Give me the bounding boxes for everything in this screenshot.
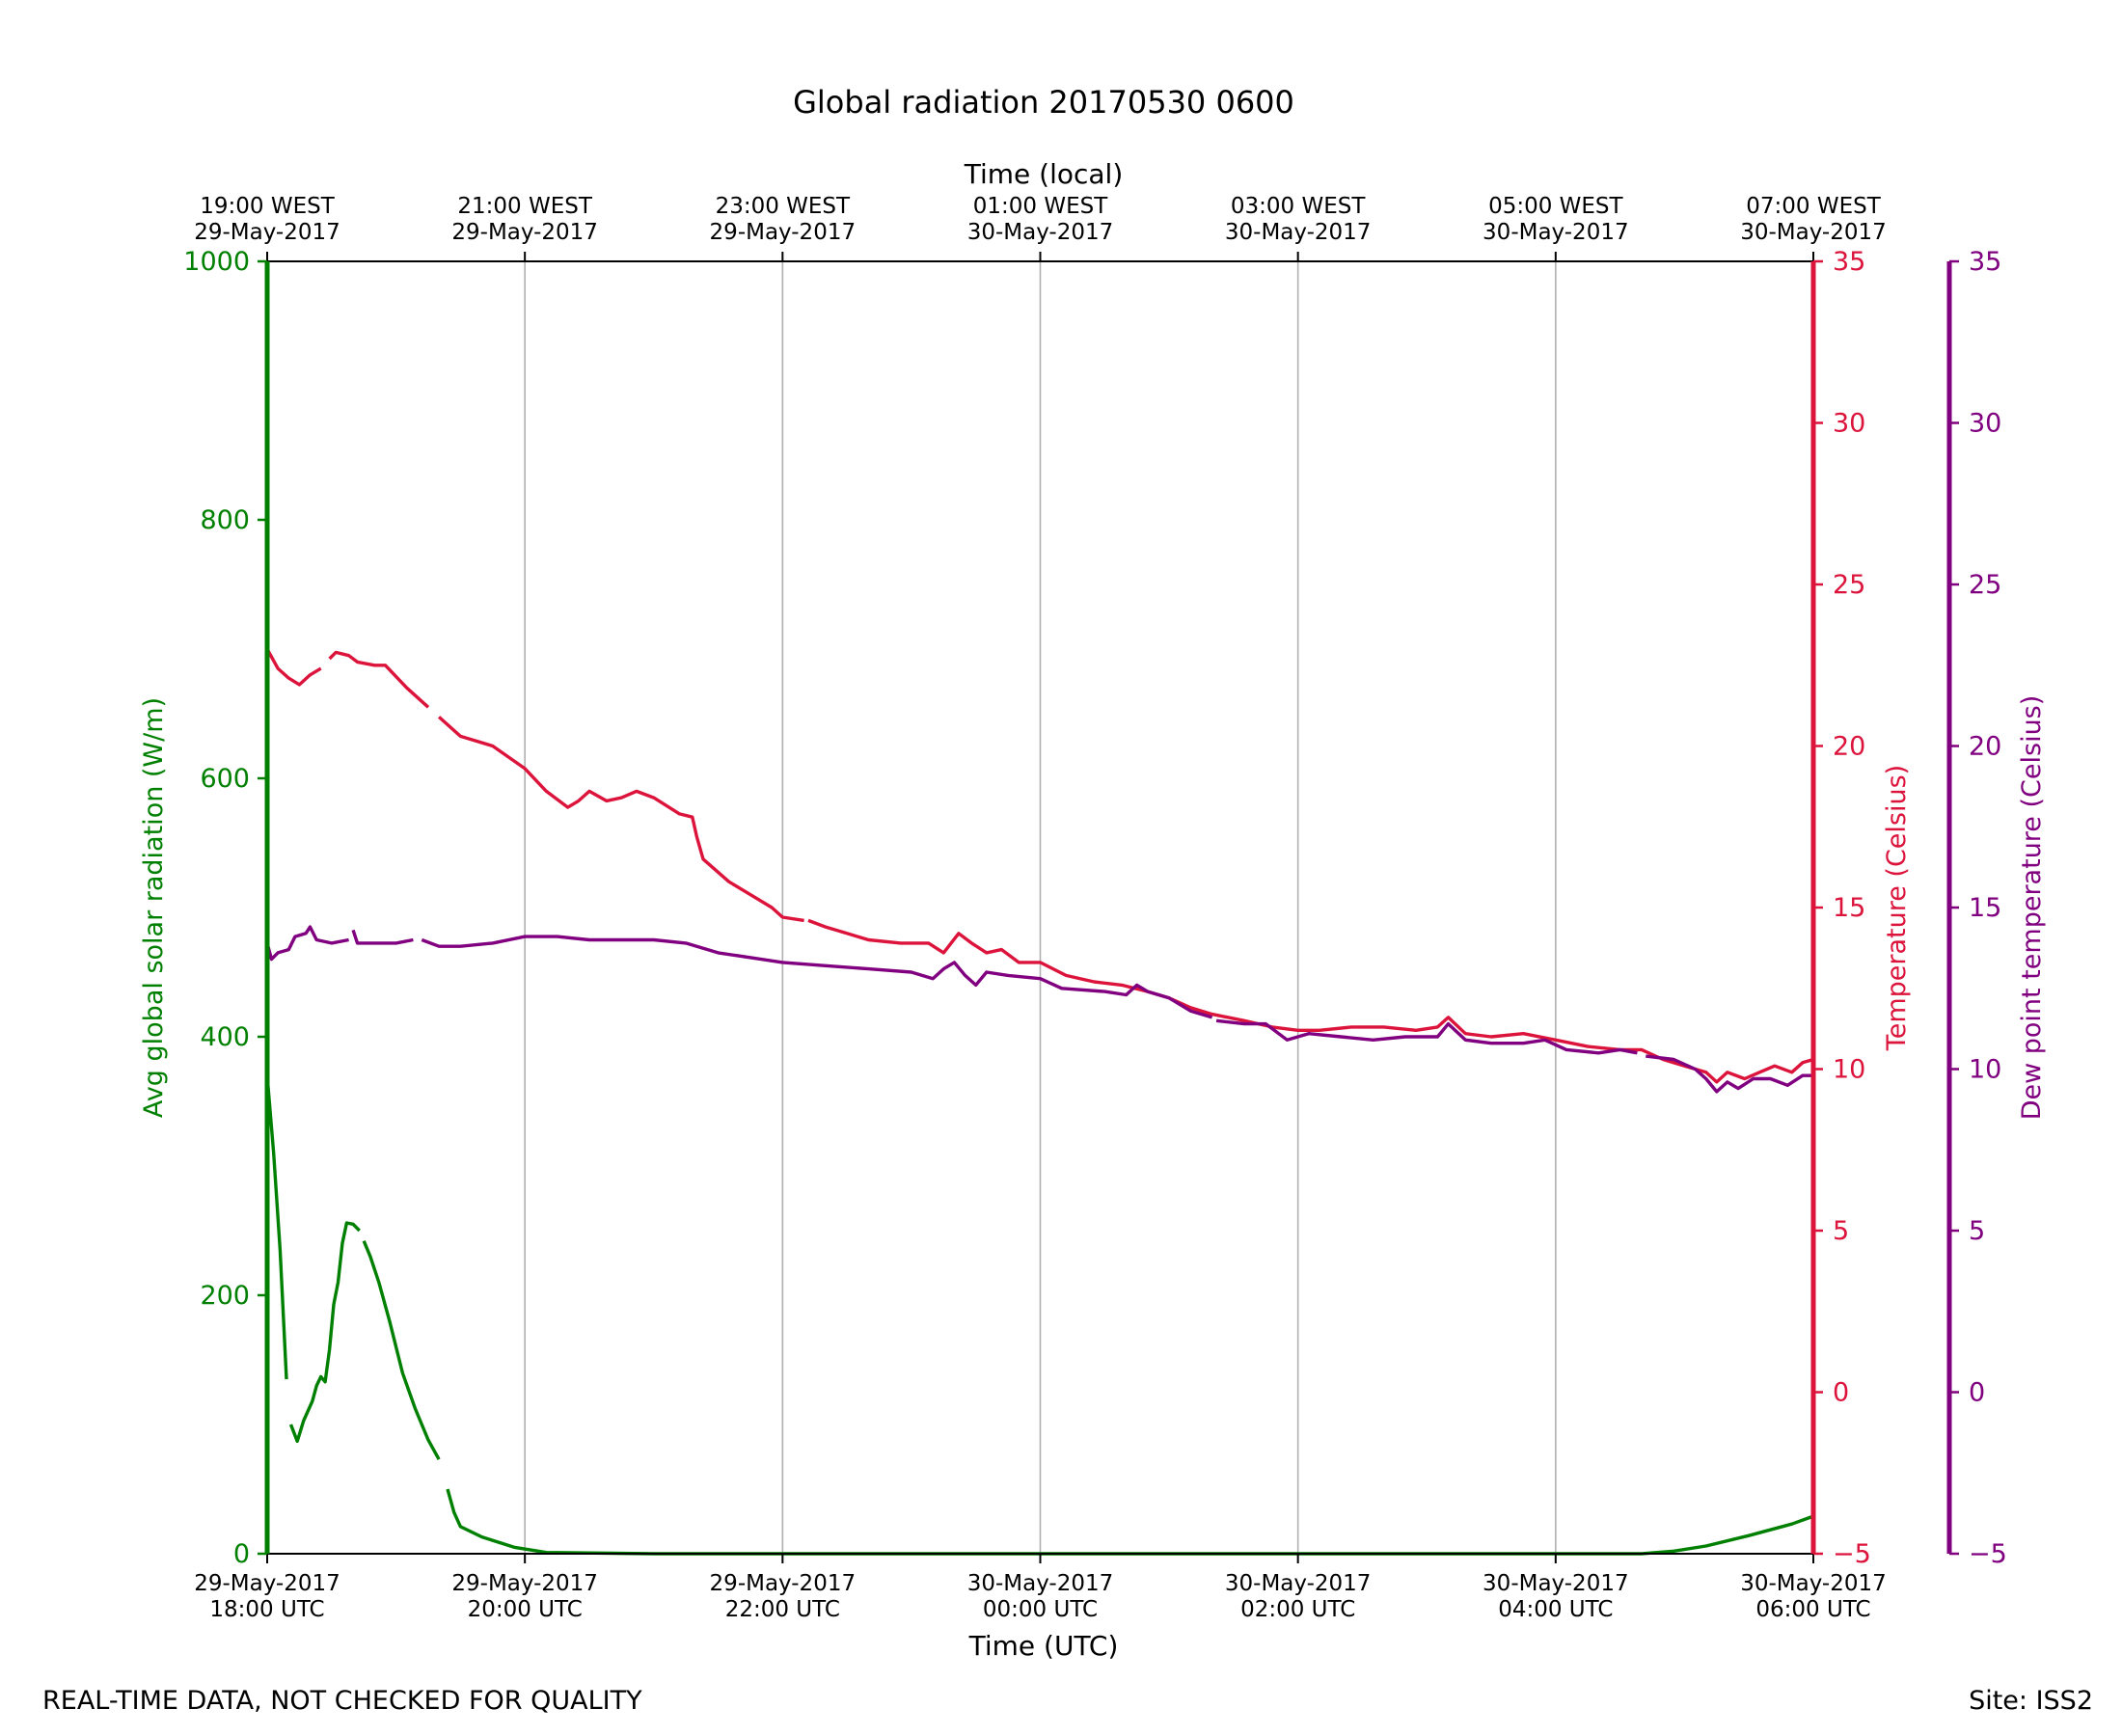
x-tick-label-top: 30-May-2017 <box>1483 220 1629 245</box>
x-tick-label-top: 29-May-2017 <box>451 220 598 245</box>
temperature-axis-tick-label: 20 <box>1833 732 1865 762</box>
x-tick-label-top: 03:00 WEST <box>1231 194 1366 219</box>
series-line-temperature <box>328 650 430 709</box>
footer-site: Site: ISS2 <box>1969 1686 2093 1716</box>
radiation-axis-tick-label: 400 <box>200 1022 250 1052</box>
x-tick-label-bottom: 30-May-2017 <box>1225 1571 1372 1596</box>
x-tick-label-top: 30-May-2017 <box>967 220 1114 245</box>
temperature-axis-tick-label: 35 <box>1833 247 1865 277</box>
grid-layer <box>524 261 1557 1554</box>
x-tick-label-bottom: 02:00 UTC <box>1240 1597 1355 1622</box>
temperature-axis-label: Temperature (Celsius) <box>1882 765 1912 1051</box>
temperature-axis-tick-label: 10 <box>1833 1055 1865 1085</box>
temperature-axis-tick-label: −5 <box>1833 1539 1871 1569</box>
x-axis-label-bottom: Time (UTC) <box>968 1630 1119 1662</box>
x-tick-label-top: 19:00 WEST <box>200 194 335 219</box>
series-line-radiation <box>362 1240 441 1461</box>
x-tick-label-top: 21:00 WEST <box>457 194 592 219</box>
x-tick-label-top: 29-May-2017 <box>710 220 857 245</box>
temperature-axis-tick-label: 30 <box>1833 409 1865 439</box>
series-line-temperature <box>807 918 1814 1084</box>
x-tick-label-bottom: 30-May-2017 <box>967 1571 1114 1596</box>
x-tick-label-bottom: 29-May-2017 <box>451 1571 598 1596</box>
series-line-dewpoint <box>265 925 349 962</box>
x-tick-label-bottom: 06:00 UTC <box>1755 1597 1870 1622</box>
x-tick-label-bottom: 29-May-2017 <box>194 1571 340 1596</box>
series-line-radiation <box>288 1221 361 1444</box>
temperature-axis-tick-label: 0 <box>1833 1378 1849 1408</box>
x-tick-label-top: 07:00 WEST <box>1746 194 1881 219</box>
chart-title: Global radiation 20170530 0600 <box>793 84 1294 121</box>
radiation-axis-tick-label: 0 <box>233 1539 250 1569</box>
x-tick-label-top: 05:00 WEST <box>1488 194 1623 219</box>
dewpoint-axis-tick-label: 0 <box>1969 1378 1985 1408</box>
dewpoint-axis-tick-label: 25 <box>1969 570 2001 600</box>
dewpoint-axis-tick-label: 5 <box>1969 1216 1985 1246</box>
series-line-dewpoint <box>1215 1018 1638 1055</box>
radiation-axis-tick-label: 600 <box>200 764 250 794</box>
x-tick-label-bottom: 18:00 UTC <box>209 1597 324 1622</box>
x-tick-label-top: 29-May-2017 <box>194 220 340 245</box>
x-tick-label-bottom: 29-May-2017 <box>710 1571 857 1596</box>
x-tick-label-top: 30-May-2017 <box>1225 220 1372 245</box>
x-axis-label-top: Time (local) <box>964 158 1124 190</box>
temperature-axis-tick-label: 5 <box>1833 1216 1849 1246</box>
radiation-axis-tick-label: 800 <box>200 505 250 535</box>
x-tick-label-bottom: 22:00 UTC <box>725 1597 840 1622</box>
series-line-temperature <box>437 716 804 923</box>
series-line-dewpoint <box>421 935 1213 1019</box>
series-line-radiation <box>446 1488 1814 1556</box>
x-tick-label-bottom: 20:00 UTC <box>468 1597 583 1622</box>
x-tick-label-top: 01:00 WEST <box>973 194 1108 219</box>
dewpoint-axis-tick-label: 30 <box>1969 409 2001 439</box>
dewpoint-axis-tick-label: 10 <box>1969 1055 2001 1085</box>
series-line-dewpoint <box>351 929 414 945</box>
x-tick-label-bottom: 30-May-2017 <box>1740 1571 1887 1596</box>
dewpoint-axis-tick-label: −5 <box>1969 1539 2007 1569</box>
radiation-axis-tick-label: 200 <box>200 1281 250 1311</box>
x-tick-label-bottom: 30-May-2017 <box>1483 1571 1629 1596</box>
series-line-dewpoint <box>1646 1054 1813 1094</box>
dewpoint-axis-tick-label: 20 <box>1969 732 2001 762</box>
x-tick-label-bottom: 00:00 UTC <box>983 1597 1098 1622</box>
radiation-axis-tick-label: 1000 <box>183 247 250 277</box>
radiation-axis-label: Avg global solar radiation (W/m) <box>139 697 169 1118</box>
temperature-axis-tick-label: 25 <box>1833 570 1865 600</box>
series-line-temperature <box>265 648 322 687</box>
footer-disclaimer: REAL-TIME DATA, NOT CHECKED FOR QUALITY <box>42 1686 642 1716</box>
x-tick-label-bottom: 04:00 UTC <box>1498 1597 1613 1622</box>
x-tick-label-top: 23:00 WEST <box>716 194 851 219</box>
text-layer: Global radiation 20170530 0600 Time (loc… <box>42 84 2093 1716</box>
dewpoint-axis-tick-label: 35 <box>1969 247 2001 277</box>
dewpoint-axis-tick-label: 15 <box>1969 893 2001 923</box>
series-line-radiation <box>265 1075 288 1380</box>
x-tick-label-top: 30-May-2017 <box>1740 220 1887 245</box>
temperature-axis-tick-label: 15 <box>1833 893 1865 923</box>
dewpoint-axis-label: Dew point temperature (Celsius) <box>2017 695 2047 1121</box>
